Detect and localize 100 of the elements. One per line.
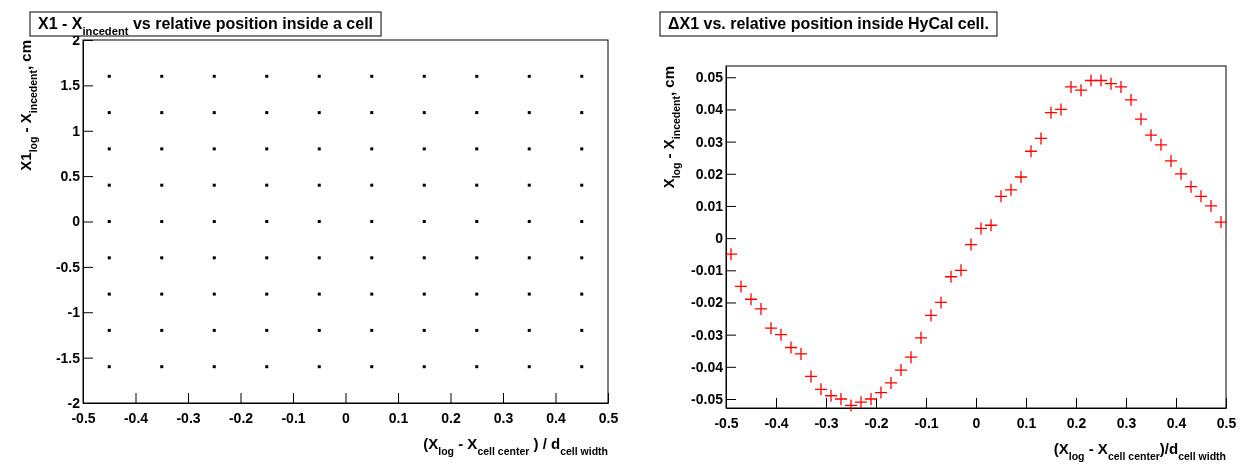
- point: [884, 376, 898, 390]
- y-tick-label: 0.5: [60, 168, 81, 185]
- point: [107, 256, 111, 260]
- point: [854, 395, 868, 409]
- point: [160, 292, 164, 296]
- point: [317, 365, 321, 369]
- point: [422, 220, 426, 223]
- point: [1044, 106, 1058, 120]
- point: [212, 328, 216, 332]
- point: [212, 74, 216, 78]
- point: [265, 365, 269, 369]
- point: [107, 74, 111, 78]
- point: [422, 365, 426, 369]
- point: [784, 340, 798, 355]
- point: [994, 189, 1008, 203]
- point: [317, 292, 321, 296]
- y-tick-label: -1: [67, 304, 81, 321]
- point: [265, 256, 269, 260]
- point: [422, 147, 426, 151]
- y-tick-label: -0.5: [55, 258, 81, 275]
- point: [317, 328, 321, 332]
- point: [422, 292, 426, 296]
- point: [1154, 138, 1168, 152]
- point: [107, 111, 111, 115]
- point: [265, 220, 269, 223]
- y-tick-label: 1: [72, 122, 81, 139]
- point: [370, 365, 374, 369]
- x-tick-label: -0.1: [281, 409, 306, 426]
- point: [160, 220, 164, 223]
- x-tick-label: -0.4: [764, 414, 789, 431]
- point: [212, 220, 216, 223]
- point: [834, 392, 848, 406]
- point: [1024, 144, 1038, 158]
- point: [422, 328, 426, 332]
- point: [527, 111, 531, 115]
- point: [527, 74, 531, 78]
- point: [107, 292, 111, 296]
- point: [160, 147, 164, 151]
- point: [914, 331, 928, 345]
- x-tick-label: 0.5: [1216, 414, 1237, 431]
- point: [1114, 80, 1128, 94]
- point: [475, 147, 479, 151]
- point: [527, 328, 531, 332]
- point: [475, 183, 479, 187]
- point: [160, 256, 164, 260]
- y-tick-label: 0: [715, 230, 724, 247]
- point: [580, 220, 584, 223]
- point: [1124, 93, 1138, 107]
- point: [1064, 80, 1078, 94]
- point: [944, 270, 958, 284]
- point: [1164, 154, 1178, 168]
- point: [422, 183, 426, 187]
- point: [580, 147, 584, 151]
- point: [317, 147, 321, 151]
- point: [265, 328, 269, 332]
- point: [475, 292, 479, 296]
- point: [934, 295, 948, 310]
- point: [527, 365, 531, 369]
- y-tick-label: 0.03: [695, 133, 724, 150]
- y-tick-label: -2: [67, 394, 81, 411]
- point: [475, 111, 479, 115]
- y-tick-label: -0.01: [691, 262, 724, 279]
- y-tick-label: -1.5: [55, 349, 81, 366]
- point: [1204, 199, 1218, 213]
- point: [107, 365, 111, 369]
- point: [265, 147, 269, 151]
- point: [1014, 170, 1028, 184]
- point: [370, 292, 374, 296]
- point: [475, 74, 479, 78]
- point: [1174, 167, 1188, 181]
- point: [422, 74, 426, 78]
- chart-title: X1 - X$_{incedent}$ vs relative position inside a cell: [38, 15, 374, 37]
- point: [874, 385, 888, 400]
- x-tick-label: 0.1: [388, 409, 409, 426]
- point: [475, 328, 479, 332]
- point: [1084, 73, 1098, 88]
- chart-title: ΔX1 vs. relative position inside HyCal cell.: [668, 15, 989, 32]
- point: [954, 263, 968, 277]
- x-tick-label: 0.1: [1016, 414, 1037, 431]
- point: [794, 347, 808, 361]
- point: [1194, 189, 1208, 203]
- point: [212, 183, 216, 187]
- point: [370, 74, 374, 78]
- point: [1134, 112, 1148, 126]
- point: [1184, 180, 1198, 194]
- point: [894, 363, 908, 377]
- point: [580, 74, 584, 78]
- x-tick-label: -0.2: [864, 414, 889, 431]
- point: [527, 147, 531, 151]
- point: [160, 365, 164, 369]
- point: [527, 183, 531, 187]
- x-axis-title: (X$_{log}$ - X$_{cell center}$ ) / d$_{cell width}$: [423, 435, 608, 457]
- point: [580, 365, 584, 369]
- x-tick-label: -0.3: [814, 414, 839, 431]
- y-tick-label: -0.04: [691, 358, 724, 375]
- point: [422, 111, 426, 115]
- point: [804, 369, 818, 384]
- point: [160, 74, 164, 78]
- x-tick-label: 0.4: [546, 409, 566, 426]
- y-tick-label: -0.03: [691, 326, 724, 343]
